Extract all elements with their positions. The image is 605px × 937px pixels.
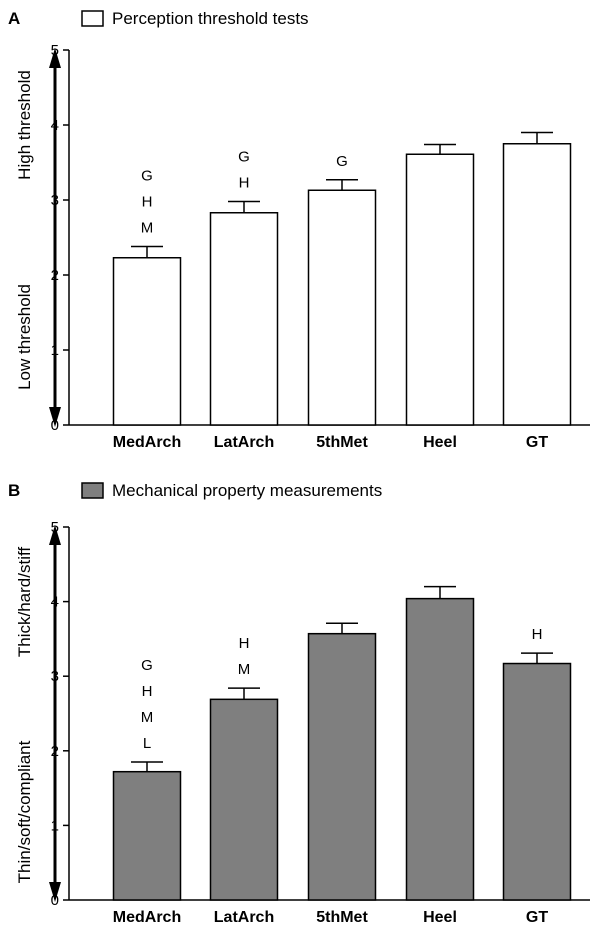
- bar: [407, 154, 474, 425]
- bar: [309, 190, 376, 425]
- y-label-high: High threshold: [15, 70, 34, 180]
- y-label-low: Thin/soft/compliant: [15, 740, 34, 883]
- significance-label: M: [238, 661, 251, 678]
- bar: [504, 144, 571, 425]
- category-label: GT: [526, 434, 548, 451]
- significance-label: H: [239, 175, 250, 192]
- significance-label: M: [141, 709, 154, 726]
- category-label: LatArch: [214, 434, 274, 451]
- bar: [114, 258, 181, 425]
- significance-label: G: [336, 153, 348, 170]
- legend-swatch: [82, 11, 103, 26]
- category-label: Heel: [423, 434, 457, 451]
- y-label-high: Thick/hard/stiff: [15, 547, 34, 658]
- y-label-low: Low threshold: [15, 284, 34, 390]
- category-label: MedArch: [113, 434, 181, 451]
- category-label: LatArch: [214, 909, 274, 926]
- category-label: GT: [526, 909, 548, 926]
- significance-label: H: [142, 194, 153, 211]
- bar: [407, 599, 474, 900]
- category-label: 5thMet: [316, 909, 368, 926]
- legend-label: Perception threshold tests: [112, 9, 309, 28]
- significance-label: M: [141, 220, 154, 237]
- significance-label: H: [239, 635, 250, 652]
- significance-label: G: [238, 149, 250, 166]
- legend-label: Mechanical property measurements: [112, 481, 382, 500]
- bar: [114, 772, 181, 900]
- bar: [211, 213, 278, 425]
- significance-label: H: [532, 626, 543, 643]
- bar: [504, 664, 571, 900]
- significance-label: G: [141, 657, 153, 674]
- category-label: 5thMet: [316, 434, 368, 451]
- legend-swatch: [82, 483, 103, 498]
- category-label: Heel: [423, 909, 457, 926]
- significance-label: G: [141, 168, 153, 185]
- significance-label: H: [142, 683, 153, 700]
- bar: [309, 634, 376, 900]
- significance-label: L: [143, 735, 151, 752]
- panel-letter: B: [8, 481, 20, 500]
- panel-letter: A: [8, 9, 20, 28]
- bar: [211, 699, 278, 900]
- category-label: MedArch: [113, 909, 181, 926]
